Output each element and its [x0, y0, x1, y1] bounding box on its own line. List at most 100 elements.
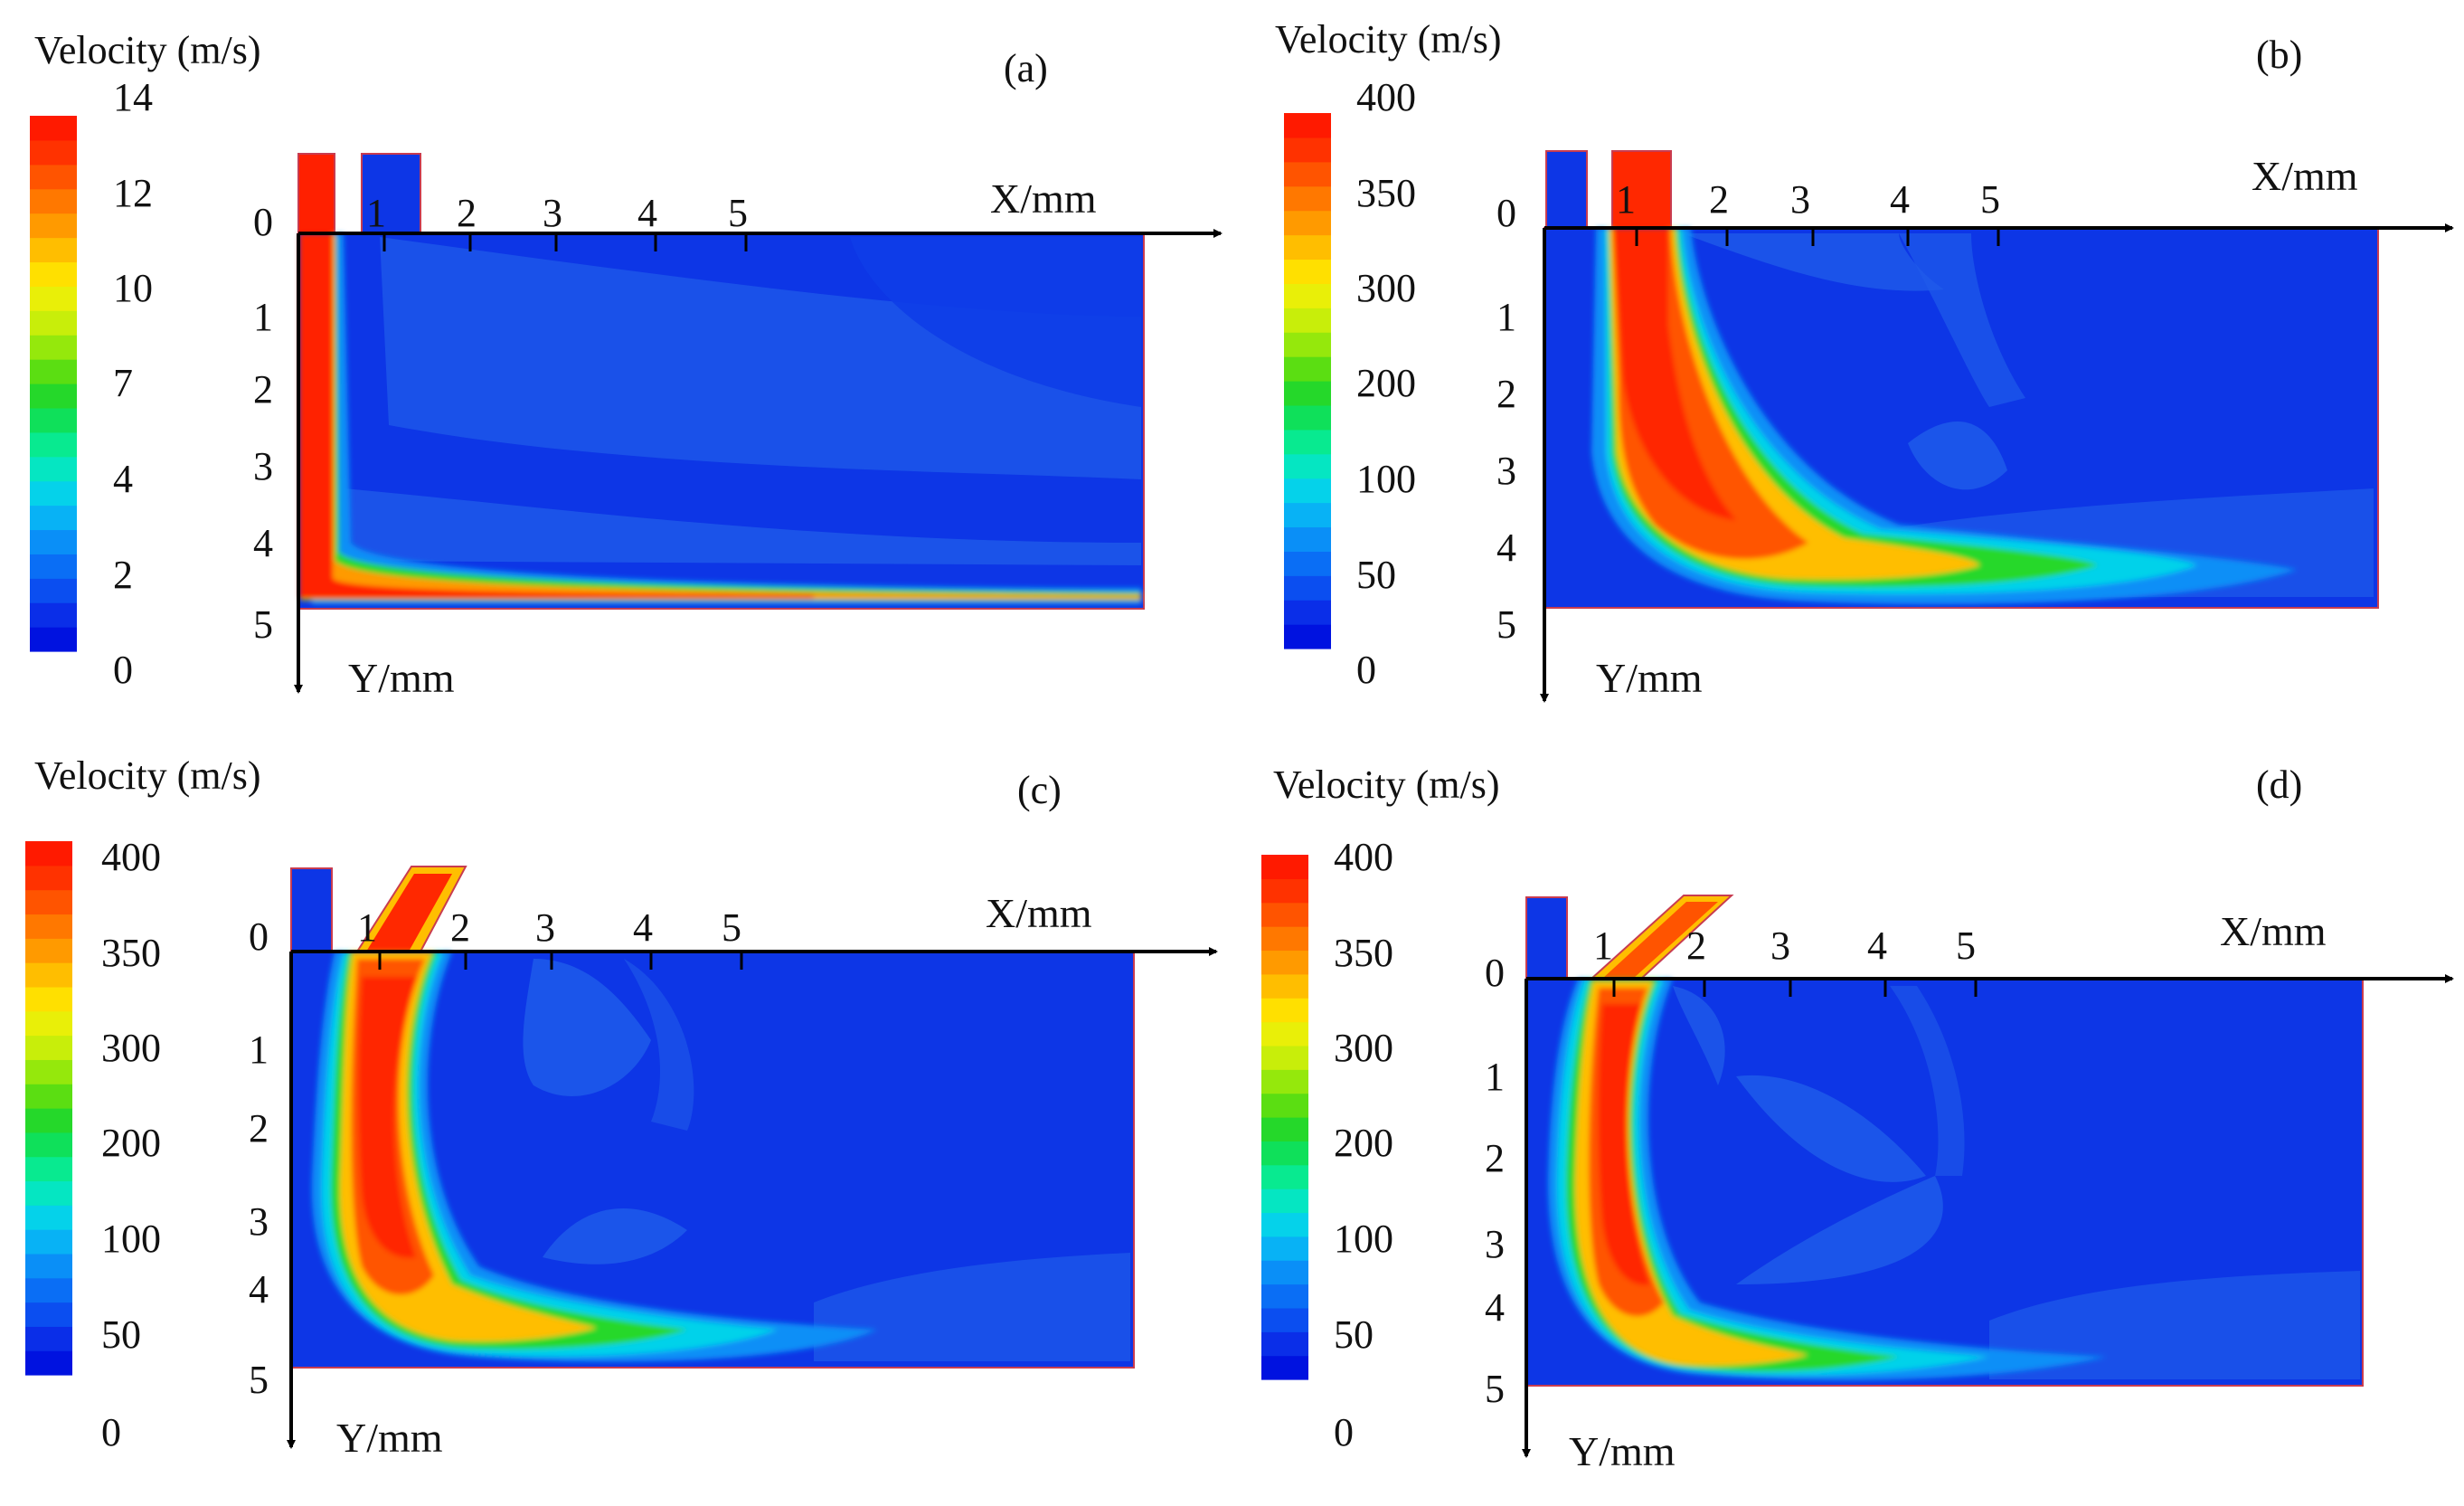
- panel-a: Velocity (m/s) (a) 14 12 10 7 4 2 0: [30, 28, 1223, 701]
- colorbar-band: [30, 116, 77, 141]
- colorbar-band: [30, 407, 77, 433]
- inlet-b: [361, 153, 421, 234]
- velocity-jet: [311, 952, 877, 1362]
- y-tick-label: 0: [1496, 191, 1516, 235]
- colorbar-band: [1284, 161, 1331, 187]
- colorbar-band: [1284, 234, 1331, 260]
- colorbar-band: [30, 359, 77, 384]
- colorbar-band: [1284, 113, 1331, 138]
- colorbar-band: [30, 529, 77, 554]
- colorbar-tick: 50: [101, 1312, 141, 1357]
- y-tick-label: 5: [1496, 602, 1516, 647]
- inlet-a: [1545, 150, 1588, 229]
- y-tick-label: 3: [253, 444, 273, 488]
- colorbar-band: [1261, 973, 1308, 999]
- y-tick-labels: 0 1 2 3 4 5: [249, 914, 269, 1402]
- colorbar: [1284, 113, 1331, 649]
- x-tick-label: 3: [1770, 923, 1790, 968]
- colorbar-band: [1261, 1260, 1308, 1285]
- legend-title: Velocity (m/s): [1273, 762, 1500, 807]
- colorbar-tick: 200: [1334, 1121, 1393, 1165]
- colorbar-band: [1284, 137, 1331, 163]
- x-tick-label: 4: [1867, 923, 1887, 968]
- colorbar-band: [1284, 624, 1331, 649]
- colorbar-band: [1261, 1212, 1308, 1237]
- colorbar-band: [1261, 1331, 1308, 1357]
- colorbar-band: [30, 431, 77, 458]
- x-ticks: [378, 952, 743, 970]
- colorbar-band: [25, 1253, 72, 1279]
- colorbar-band: [30, 213, 77, 239]
- y-tick-label: 0: [253, 200, 273, 244]
- x-tick-label: 2: [1709, 177, 1729, 222]
- colorbar-band: [1261, 1021, 1308, 1047]
- colorbar-band: [1284, 453, 1331, 479]
- colorbar-band: [1284, 259, 1331, 284]
- colorbar-band: [30, 602, 77, 628]
- x-tick-label: 1: [366, 191, 386, 235]
- colorbar-band: [1284, 551, 1331, 576]
- colorbar-band: [1284, 600, 1331, 625]
- colorbar-band: [25, 1277, 72, 1303]
- y-tick-label: 4: [1485, 1285, 1505, 1330]
- velocity-jet: [1547, 979, 2107, 1380]
- y-tick-labels: 0 1 2 3 4 5: [1496, 191, 1516, 647]
- colorbar-band: [1261, 878, 1308, 904]
- colorbar-band: [25, 986, 72, 1012]
- colorbar-band: [1261, 1307, 1308, 1332]
- y-tick-label: 4: [253, 521, 273, 565]
- colorbar-band: [30, 384, 77, 409]
- panel-label: (d): [2256, 762, 2302, 807]
- y-axis-label: Y/mm: [336, 1415, 443, 1461]
- colorbar-band: [1284, 332, 1331, 357]
- colorbar-band: [25, 1132, 72, 1158]
- colorbar-band: [25, 1350, 72, 1376]
- colorbar-band: [1284, 356, 1331, 382]
- colorbar-band: [25, 1302, 72, 1327]
- panel-b: Velocity (m/s) (b) 400 350 300 200 100 5…: [1275, 17, 2454, 703]
- colorbar-band: [1261, 1045, 1308, 1070]
- colorbar-band: [1284, 381, 1331, 406]
- colorbar-band: [30, 505, 77, 531]
- colorbar-band: [25, 889, 72, 915]
- colorbar-tick: 200: [101, 1121, 161, 1165]
- colorbar-band: [1261, 902, 1308, 927]
- x-axis-label: X/mm: [2220, 908, 2327, 954]
- colorbar-tick: 0: [101, 1410, 121, 1454]
- colorbar-tick: 14: [113, 75, 153, 119]
- y-tick-label: 2: [1496, 372, 1516, 416]
- colorbar-band: [30, 335, 77, 360]
- colorbar-band: [25, 1205, 72, 1230]
- x-tick-label: 4: [633, 905, 653, 950]
- colorbar-tick: 200: [1356, 361, 1416, 405]
- colorbar-band: [1261, 1355, 1308, 1380]
- recirculation-zones: [1673, 986, 2360, 1379]
- colorbar-band: [1261, 1141, 1308, 1166]
- y-tick-label: 3: [249, 1199, 269, 1244]
- y-tick-label: 2: [253, 367, 273, 412]
- colorbar: [1261, 855, 1308, 1380]
- colorbar-tick: 50: [1356, 553, 1396, 597]
- colorbar-band: [30, 578, 77, 603]
- colorbar-tick: 2: [113, 553, 133, 597]
- colorbar-band: [30, 261, 77, 287]
- x-tick-label: 5: [1980, 177, 2000, 222]
- colorbar-tick: 300: [1356, 266, 1416, 310]
- colorbar-band: [1261, 1283, 1308, 1309]
- x-tick-label: 2: [1686, 923, 1706, 968]
- colorbar-band: [1284, 526, 1331, 552]
- colorbar: [25, 841, 72, 1376]
- x-ticks: [1612, 979, 1978, 997]
- y-tick-label: 0: [1485, 951, 1505, 995]
- legend-title: Velocity (m/s): [34, 28, 261, 72]
- colorbar-band: [25, 938, 72, 963]
- panel-label: (c): [1017, 768, 1062, 812]
- x-tick-label: 4: [637, 191, 657, 235]
- colorbar-band: [30, 237, 77, 263]
- colorbar-band: [30, 286, 77, 311]
- y-tick-label: 0: [249, 914, 269, 959]
- colorbar-band: [25, 1326, 72, 1351]
- colorbar-band: [25, 1059, 72, 1085]
- colorbar-band: [1284, 283, 1331, 308]
